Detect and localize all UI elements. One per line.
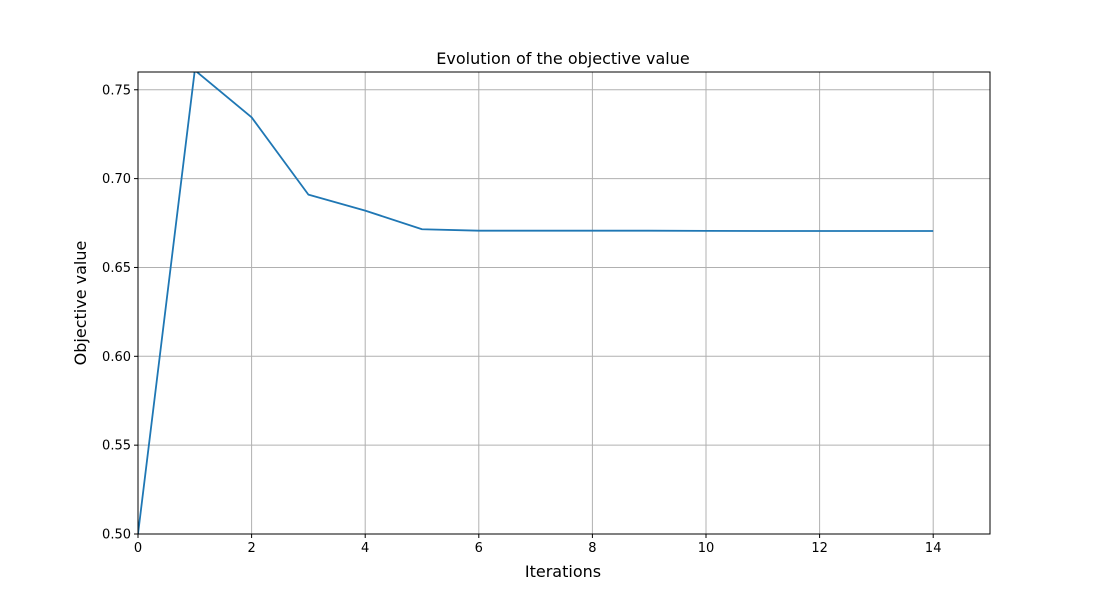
x-tick-label: 10 bbox=[698, 541, 715, 556]
y-tick-label: 0.50 bbox=[102, 528, 131, 543]
x-tick-label: 6 bbox=[475, 541, 483, 556]
x-tick-label: 0 bbox=[134, 541, 142, 556]
axis-ticks: 0 2 4 6 8 10 12 14 0.50 0.55 0.60 0.65 0.70 0.75 bbox=[102, 83, 941, 556]
plot-area bbox=[138, 72, 934, 534]
plot-frame bbox=[137, 71, 991, 535]
y-tick-label: 0.65 bbox=[102, 261, 131, 276]
grid bbox=[137, 72, 990, 535]
x-tick-label: 4 bbox=[361, 541, 369, 556]
x-tick-label: 14 bbox=[925, 541, 942, 556]
y-tick-label: 0.60 bbox=[102, 350, 131, 365]
x-tick-label: 12 bbox=[811, 541, 828, 556]
x-axis-label: Iterations bbox=[525, 562, 601, 581]
y-tick-label: 0.55 bbox=[102, 439, 131, 454]
x-tick-label: 8 bbox=[588, 541, 596, 556]
y-tick-label: 0.70 bbox=[102, 172, 131, 187]
y-tick-label: 0.75 bbox=[102, 83, 131, 98]
series-line bbox=[138, 72, 934, 534]
y-axis-label: Objective value bbox=[71, 241, 90, 366]
x-tick-label: 2 bbox=[247, 541, 255, 556]
chart-title: Evolution of the objective value bbox=[436, 49, 689, 68]
